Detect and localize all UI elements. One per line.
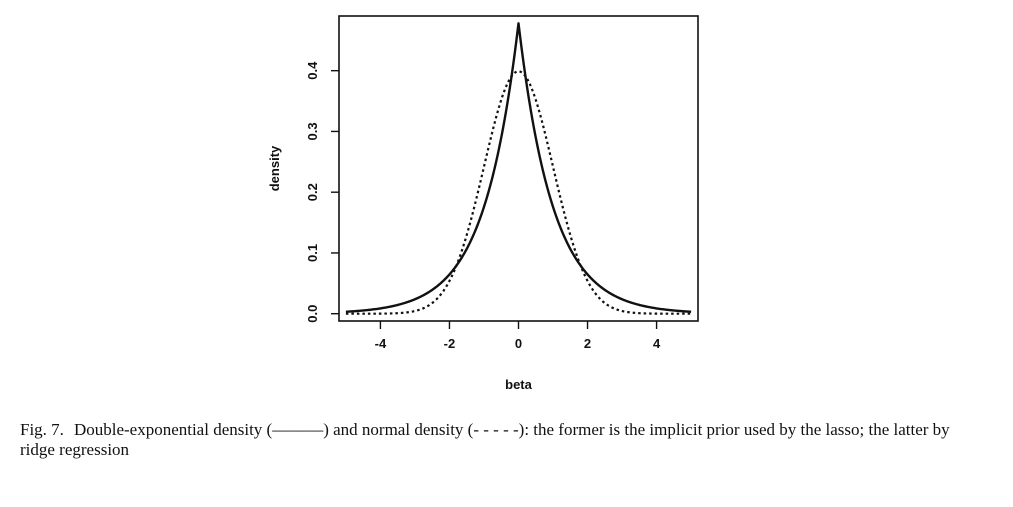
figure-number: Fig. 7. [20, 420, 64, 439]
plot-frame [338, 15, 699, 322]
normal-density-line [345, 70, 692, 315]
y-axis-title: density [267, 145, 282, 191]
y-tick-label: 0.3 [305, 122, 320, 140]
chart-svg: -4 -2 0 2 4 0.0 0.1 0.2 0.3 0.4 beta density [267, 15, 699, 392]
x-axis-title: beta [505, 377, 533, 392]
y-tick-label: 0.0 [305, 305, 320, 323]
x-tick-label: -4 [375, 336, 387, 351]
caption-text: Double-exponential density (———) and nor… [20, 420, 950, 459]
y-tick-label: 0.4 [305, 61, 320, 80]
x-tick-label: 0 [515, 336, 522, 351]
double-exponential-line [345, 22, 692, 313]
x-tick-label: -2 [444, 336, 456, 351]
x-tick-label: 2 [584, 336, 591, 351]
x-tick-label: 4 [653, 336, 661, 351]
y-tick-label: 0.1 [305, 244, 320, 262]
figure-caption: Fig. 7. Double-exponential density (———) … [20, 420, 980, 460]
chart-figure: -4 -2 0 2 4 0.0 0.1 0.2 0.3 0.4 beta density [267, 15, 699, 392]
y-tick-label: 0.2 [305, 183, 320, 201]
